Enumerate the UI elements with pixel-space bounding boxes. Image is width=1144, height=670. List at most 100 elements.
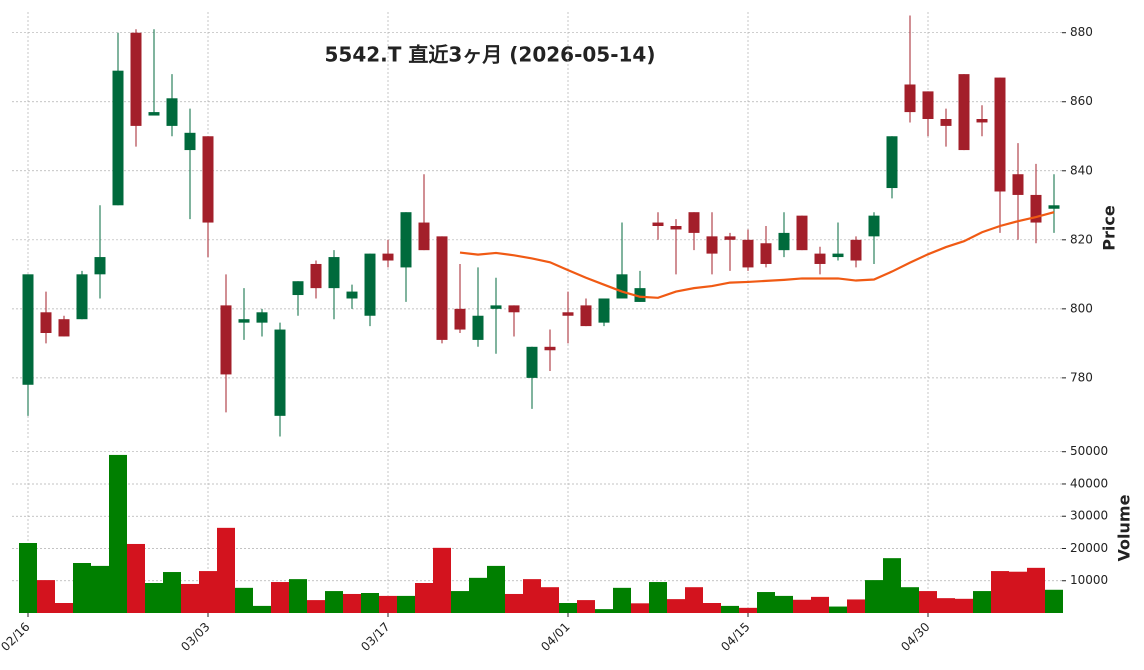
volume-bar <box>991 571 1009 613</box>
candle-body <box>292 281 304 296</box>
volume-bar <box>775 595 793 613</box>
candle-body <box>976 119 988 123</box>
volume-bar <box>613 587 631 613</box>
candle-body <box>130 32 142 126</box>
x-tick-label: 04/30 <box>898 620 932 654</box>
candle-body <box>454 308 466 330</box>
y-tick-label: 880 <box>1070 25 1093 39</box>
x-tick-label: 03/03 <box>178 620 212 654</box>
candle-body <box>202 136 214 223</box>
candle-body <box>850 239 862 261</box>
y-tick-label: 820 <box>1070 232 1093 246</box>
volume-bar <box>667 599 685 613</box>
volume-bar <box>361 593 379 613</box>
candle-body <box>670 226 682 230</box>
candle-body <box>724 236 736 240</box>
candle-body <box>940 119 952 126</box>
volume-bar <box>577 600 595 613</box>
candle-body <box>220 305 232 375</box>
candle-body <box>544 346 556 351</box>
candle-body <box>472 315 484 340</box>
volume-bar <box>127 543 145 613</box>
volume-bar <box>145 583 163 613</box>
x-tick-label: 02/16 <box>0 620 33 654</box>
volume-bar <box>415 583 433 613</box>
candle-body <box>508 305 520 313</box>
candle-body <box>22 274 34 385</box>
candle-body <box>238 319 250 323</box>
volume-bar <box>217 527 235 613</box>
volume-bar <box>163 572 181 613</box>
candle-body <box>580 305 592 327</box>
x-tick-label: 03/17 <box>358 620 392 654</box>
volume-bar <box>19 543 37 613</box>
volume-bar <box>109 454 127 613</box>
candle-body <box>652 222 664 226</box>
volume-bar <box>433 547 451 613</box>
volume-bar <box>559 603 577 613</box>
volume-bar <box>937 598 955 613</box>
candle-body <box>1030 194 1042 223</box>
volume-bar <box>325 591 343 613</box>
volume-bar <box>91 565 109 613</box>
candle-body <box>562 312 574 316</box>
candle-body <box>706 236 718 254</box>
volume-bar <box>811 596 829 613</box>
volume-bar <box>253 605 271 613</box>
x-tick-label: 04/15 <box>718 620 752 654</box>
candle-body <box>796 215 808 251</box>
candle-body <box>958 74 970 151</box>
y-tick-label: 10000 <box>1070 573 1108 587</box>
volume-bar <box>649 582 667 613</box>
volume-bar <box>1009 571 1027 613</box>
y-tick-label: 50000 <box>1070 444 1108 458</box>
candle-body <box>1048 205 1060 209</box>
candle-body <box>382 253 394 261</box>
volume-bar <box>703 603 721 613</box>
candle-body <box>742 239 754 268</box>
candle-body <box>886 136 898 189</box>
candle-body <box>310 263 322 289</box>
volume-bar <box>37 580 55 613</box>
volume-axis-label: Volume <box>1115 494 1134 561</box>
candle-body <box>94 257 106 275</box>
candle-body <box>904 84 916 113</box>
volume-bar <box>307 600 325 613</box>
volume-bar <box>199 571 217 613</box>
candle-body <box>598 298 610 323</box>
candle-body <box>274 329 286 416</box>
volume-bar <box>865 580 883 613</box>
candle-body <box>814 253 826 264</box>
volume-bar <box>541 587 559 613</box>
candle-body <box>832 253 844 258</box>
volume-bar <box>181 583 199 613</box>
candle-body <box>328 257 340 289</box>
candle-body <box>76 274 88 320</box>
volume-bar <box>793 599 811 613</box>
volume-bar <box>397 595 415 613</box>
y-tick-label: 800 <box>1070 301 1093 315</box>
candle-body <box>526 346 538 378</box>
y-tick-label: 30000 <box>1070 509 1108 523</box>
volume-bar <box>595 609 613 613</box>
volume-bar <box>523 579 541 613</box>
y-tick-label: 40000 <box>1070 476 1108 490</box>
x-tick-label: 04/01 <box>538 620 572 654</box>
volume-bar <box>721 605 739 613</box>
volume-bar <box>973 591 991 613</box>
volume-bar <box>469 577 487 613</box>
volume-bar <box>73 563 91 613</box>
candle-body <box>436 236 448 340</box>
volume-bar <box>883 558 901 613</box>
candle-body <box>616 274 628 299</box>
candle-body <box>148 112 160 116</box>
volume-bar <box>451 591 469 613</box>
volume-bar <box>343 593 361 613</box>
volume-bar <box>685 587 703 613</box>
volume-bar <box>289 579 307 613</box>
volume-bar <box>739 607 757 613</box>
candle-body <box>688 212 700 233</box>
y-tick-label: 780 <box>1070 370 1093 384</box>
